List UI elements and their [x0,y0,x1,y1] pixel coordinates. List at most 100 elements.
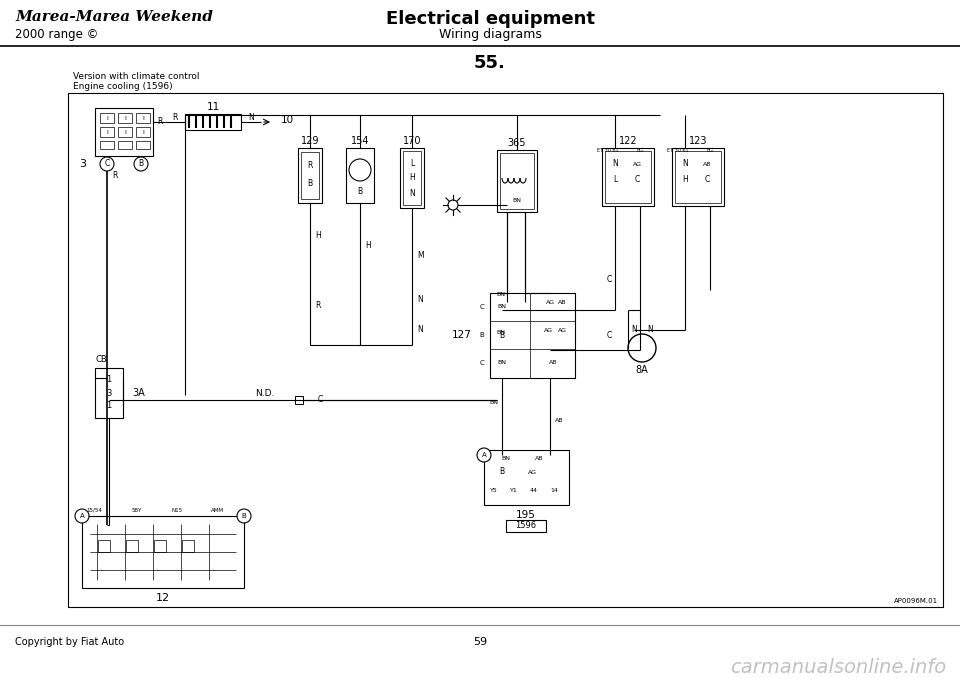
Text: C: C [318,395,324,405]
Text: Marea-Marea Weekend: Marea-Marea Weekend [15,10,213,24]
Text: N.D.: N.D. [255,388,275,397]
Bar [95,108,153,156]
Text: N15: N15 [172,508,182,513]
Text: C: C [635,176,639,184]
Text: BN: BN [513,197,521,203]
Text: N: N [417,296,422,304]
Circle shape [134,157,148,171]
Text: A: A [482,452,487,458]
Text: I: I [142,129,144,134]
Bar [497,150,537,212]
Text: AG: AG [545,300,555,304]
Text: AG: AG [543,327,553,332]
Text: BN: BN [497,304,507,309]
Text: 59: 59 [473,637,487,647]
Text: H: H [315,231,321,239]
Bar [118,141,132,149]
Bar [295,396,303,404]
Circle shape [477,448,491,462]
Bar [675,151,721,203]
Circle shape [237,509,251,523]
Bar [100,127,114,137]
Text: R: R [112,172,117,180]
Text: B: B [242,513,247,519]
Text: B: B [499,468,505,477]
Bar [136,127,150,137]
Text: N: N [417,325,422,334]
Bar [346,148,374,203]
Bar [185,114,241,130]
Bar [126,540,138,552]
Text: BN: BN [496,330,505,334]
Text: carmanualsonline.info: carmanualsonline.info [730,658,947,677]
Text: I: I [124,129,126,134]
Text: AB: AB [549,361,557,365]
Text: I: I [142,115,144,121]
Circle shape [448,200,458,210]
Text: C: C [105,159,109,169]
Text: AMM: AMM [210,508,224,513]
Text: L: L [410,159,414,167]
Text: 195: 195 [516,510,536,520]
Bar [68,93,943,607]
Bar [672,148,724,206]
Text: N: N [631,325,636,334]
Text: H: H [683,176,688,184]
Bar [118,127,132,137]
Text: 15/54: 15/54 [86,508,102,513]
Text: N: N [647,325,653,334]
Text: N: N [612,159,618,169]
Text: 123: 123 [688,136,708,146]
Text: CB: CB [95,355,107,365]
Bar [154,540,166,552]
Text: 154: 154 [350,136,370,146]
Text: 1: 1 [107,376,111,384]
Text: 1: 1 [107,401,111,410]
Bar [100,113,114,123]
Text: R: R [157,117,162,127]
Text: ET 30 61: ET 30 61 [597,148,619,153]
Bar [403,151,421,205]
Text: L: L [612,176,617,184]
Text: H: H [365,241,371,250]
Text: AG: AG [558,327,566,332]
Bar [118,113,132,123]
Text: N: N [248,113,253,121]
Circle shape [349,159,371,181]
Text: N: N [409,189,415,199]
Text: AG: AG [527,469,537,475]
Text: 44: 44 [530,489,538,494]
Text: Y1: Y1 [510,489,517,494]
Text: 3: 3 [107,388,111,397]
Text: AG: AG [633,161,641,167]
Text: B: B [357,186,363,195]
Text: 3A: 3A [132,388,145,398]
Text: BG: BG [636,148,643,153]
Text: AB: AB [555,418,564,422]
Text: Version with climate control: Version with climate control [73,72,200,81]
Text: Copyright by Fiat Auto: Copyright by Fiat Auto [15,637,124,647]
Circle shape [628,334,656,362]
Bar [500,153,534,209]
Text: 129: 129 [300,136,320,146]
Text: 2000 range ©: 2000 range © [15,28,98,41]
Text: I: I [124,115,126,121]
Text: 14: 14 [550,489,558,494]
Text: ET 30 61: ET 30 61 [667,148,689,153]
Text: 122: 122 [618,136,637,146]
Text: Wiring diagrams: Wiring diagrams [439,28,541,41]
Text: C: C [607,275,612,285]
Text: 55.: 55. [474,54,506,72]
Bar [136,113,150,123]
Text: 3: 3 [79,159,86,169]
Text: H: H [409,174,415,182]
Text: A: A [80,513,84,519]
Text: C: C [479,360,484,366]
Bar [298,148,322,203]
Text: 1596: 1596 [516,521,537,530]
Text: B: B [138,159,144,169]
Text: M: M [417,250,423,260]
Circle shape [75,509,89,523]
Text: 58Y: 58Y [132,508,142,513]
Text: I: I [106,115,108,121]
